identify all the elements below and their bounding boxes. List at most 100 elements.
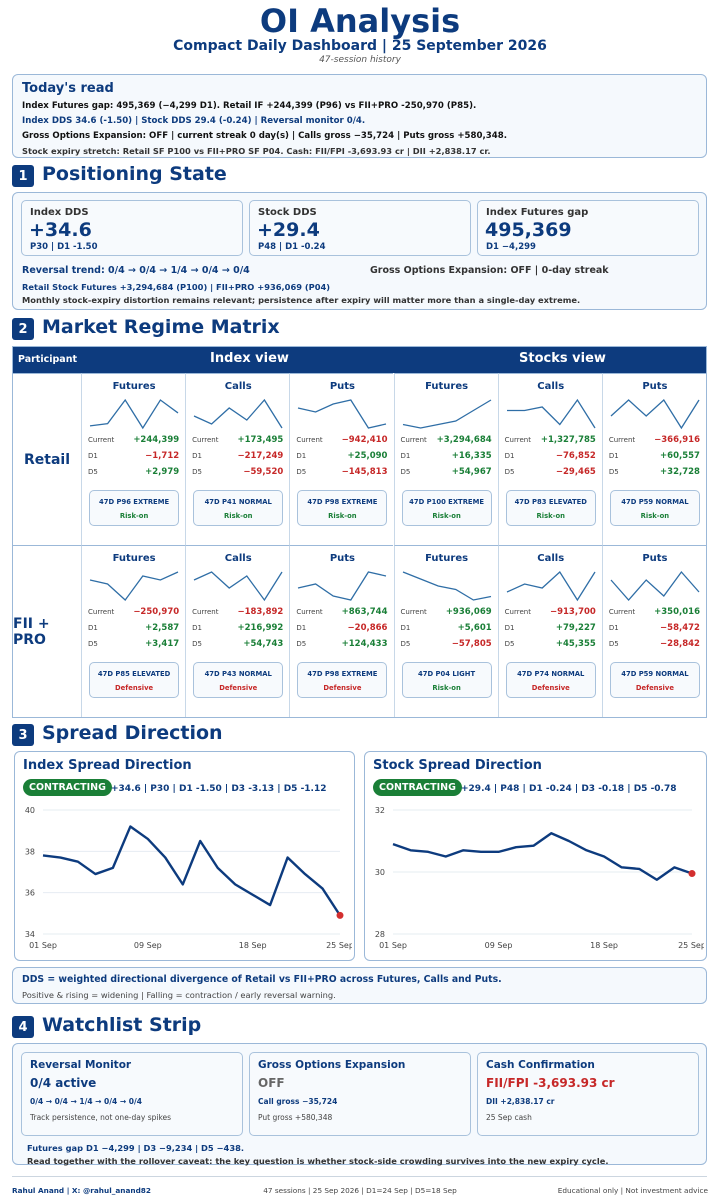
footer-left: Rahul Anand | X: @rahul_anand82 xyxy=(12,1186,151,1195)
cell-value: +1,327,785 xyxy=(540,435,596,445)
section-title: Market Regime Matrix xyxy=(42,316,280,338)
row-label: D1 xyxy=(400,624,411,632)
row-label: D5 xyxy=(296,468,307,476)
row-label: D1 xyxy=(400,452,411,460)
cell-value: −183,892 xyxy=(237,607,284,617)
cell-title: Calls xyxy=(224,553,252,564)
reversal-trend: Reversal trend: 0/4 → 0/4 → 1/4 → 0/4 → … xyxy=(22,265,250,276)
regime-badge: 47D P96 EXTREME Risk-on xyxy=(89,490,180,526)
regime-badge: 47D P74 NORMAL Defensive xyxy=(505,662,596,698)
metric-card: Index DDS +34.6 P30 | D1 -1.50 xyxy=(21,200,243,256)
badge-text: 47D P83 ELEVATED xyxy=(514,498,587,506)
participant-cell: FII + PRO xyxy=(13,545,81,717)
badge-text: 47D P100 EXTREME xyxy=(409,498,484,506)
cell-value: −913,700 xyxy=(549,607,596,617)
cell-value: −58,472 xyxy=(660,623,700,633)
last-point xyxy=(688,870,696,878)
row-label: D1 xyxy=(88,624,98,632)
metric-card: Stock DDS +29.4 P48 | D1 -0.24 xyxy=(249,200,471,256)
watch-title: Reversal Monitor xyxy=(30,1059,132,1071)
cell-value: +350,016 xyxy=(654,607,700,617)
cell-value: +25,090 xyxy=(347,451,388,461)
regime-text: Defensive xyxy=(323,684,362,692)
cell-value: +2,979 xyxy=(145,467,180,477)
matrix-cell: Puts Current +863,744 D1 −20,866 D5 +124,433 47… xyxy=(289,545,394,717)
matrix-cell: Puts Current −942,410 D1 +25,090 D5 −145,813 47… xyxy=(289,373,394,545)
participant-header: Participant xyxy=(18,354,78,365)
dds-note-text: Positive & rising = widening | Falling =… xyxy=(22,990,336,1000)
read-line: Index DDS 34.6 (-1.50) | Stock DDS 29.4 … xyxy=(22,116,366,126)
dds-note-title: DDS = weighted directional divergence of… xyxy=(22,974,502,985)
watch-note: Futures gap D1 −4,299 | D3 −9,234 | D5 −… xyxy=(27,1143,245,1153)
row-label: D5 xyxy=(504,640,515,648)
sparkline-line xyxy=(610,570,700,601)
cell-title: Futures xyxy=(425,553,469,564)
participant-cell: Retail xyxy=(13,373,81,545)
y-tick-label: 40 xyxy=(25,806,35,815)
regime-badge: 47D P100 EXTREME Risk-on xyxy=(401,490,492,526)
metric-card: Index Futures gap 495,369 D1 −4,299 xyxy=(477,200,699,256)
sparkline xyxy=(402,399,491,429)
sparkline-line xyxy=(89,398,179,430)
badge-text: 47D P74 NORMAL xyxy=(517,670,585,678)
cell-value: −29,465 xyxy=(555,467,596,477)
line-chart: 28 30 32 01 Sep 09 Sep 18 Sep 25 Sep xyxy=(375,806,704,950)
row-label: Current xyxy=(608,436,636,444)
cell-value: +60,557 xyxy=(660,451,700,461)
last-point xyxy=(336,911,344,919)
dds-note: DDS = weighted directional divergence of… xyxy=(12,967,707,1004)
badge-text: 47D P59 NORMAL xyxy=(621,498,689,506)
regime-text: Defensive xyxy=(635,684,674,692)
regime-matrix: Participant Index view Stocks view Retail Fu… xyxy=(12,346,707,718)
row-label: Current xyxy=(296,608,323,616)
section-title: Spread Direction xyxy=(42,722,223,744)
cell-value: +216,992 xyxy=(237,623,284,633)
cell-title: Puts xyxy=(329,381,355,392)
row-label: D5 xyxy=(400,640,411,648)
cell-value: +863,744 xyxy=(341,607,388,617)
cell-value: +3,417 xyxy=(145,639,180,649)
badge-text: 47D P43 NORMAL xyxy=(204,670,272,678)
sparkline xyxy=(506,570,596,602)
participant-name: Retail xyxy=(23,451,70,468)
row-label: Current xyxy=(192,608,219,616)
row-label: D1 xyxy=(504,452,515,460)
watch-line2: 25 Sep cash xyxy=(486,1113,532,1122)
sparkline-line xyxy=(506,570,596,602)
sparkline-line xyxy=(610,398,700,430)
watch-line1: Call gross −35,724 xyxy=(258,1097,338,1106)
regime-badge: 47D P59 NORMAL Risk-on xyxy=(609,490,700,526)
sparkline xyxy=(193,398,283,429)
sparkline xyxy=(193,571,283,602)
line-chart: 34 36 38 40 01 Sep 09 Sep 18 Sep 25 Sep xyxy=(25,806,352,950)
regime-text: Defensive xyxy=(115,684,154,692)
row-label: Current xyxy=(192,436,219,444)
regime-text: Risk-on xyxy=(640,512,670,520)
sparkline-line xyxy=(193,571,283,602)
watch-card: Reversal Monitor 0/4 active 0/4 → 0/4 → 1/… xyxy=(21,1052,243,1136)
badge-text: 47D P04 LIGHT xyxy=(418,670,476,678)
status-pill: CONTRACTING xyxy=(23,779,112,796)
badge-text: 47D P41 NORMAL xyxy=(204,498,272,506)
sparkline-line xyxy=(402,399,491,429)
cell-title: Puts xyxy=(329,553,355,564)
cell-title: Calls xyxy=(537,553,565,564)
row-label: Current xyxy=(608,608,636,616)
watch-card: Cash Confirmation FII/FPI -3,693.93 cr DII… xyxy=(477,1052,699,1136)
cell-title: Puts xyxy=(642,553,668,564)
watch-line2: Put gross +580,348 xyxy=(258,1113,333,1122)
matrix-cell: Calls Current +173,495 D1 −217,249 D5 −59,520 4… xyxy=(185,373,290,545)
section-number: 1 xyxy=(12,165,34,187)
row-label: D1 xyxy=(88,452,98,460)
matrix-cell: Calls Current −913,700 D1 +79,227 D5 +45,355 47… xyxy=(497,545,602,717)
row-label: D5 xyxy=(296,640,307,648)
cell-value: −28,842 xyxy=(660,639,700,649)
row-label: D5 xyxy=(608,640,619,648)
x-tick-label: 09 Sep xyxy=(134,941,162,950)
row-label: Current xyxy=(88,436,115,444)
regime-badge: 47D P85 ELEVATED Defensive xyxy=(89,662,180,698)
watch-card: Gross Options Expansion OFF Call gross −35… xyxy=(249,1052,471,1136)
cell-value: −366,916 xyxy=(654,435,700,445)
cell-value: +124,433 xyxy=(341,639,388,649)
row-label: Current xyxy=(400,436,427,444)
